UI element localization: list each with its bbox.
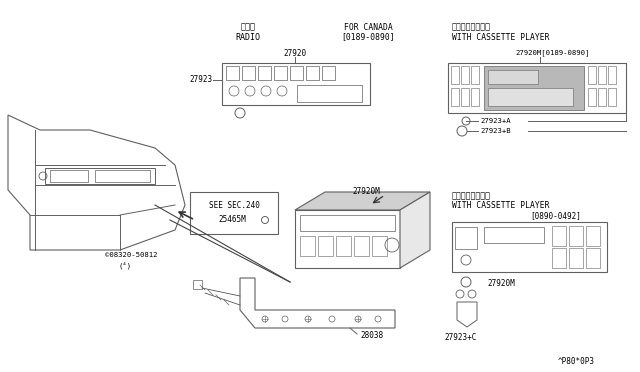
Bar <box>242 66 255 80</box>
Text: カセット付ラジオ: カセット付ラジオ <box>452 22 491 32</box>
Polygon shape <box>295 192 430 210</box>
Bar <box>336 236 351 256</box>
Text: FOR CANADA: FOR CANADA <box>344 22 392 32</box>
Bar <box>306 66 319 80</box>
Bar <box>588 66 596 84</box>
Bar <box>588 88 596 106</box>
Text: 27920M: 27920M <box>352 187 380 196</box>
Bar <box>95 170 150 182</box>
Bar <box>569 248 583 268</box>
Bar <box>598 66 606 84</box>
Polygon shape <box>400 192 430 268</box>
Bar <box>552 248 566 268</box>
Bar <box>569 226 583 246</box>
Bar <box>290 66 303 80</box>
Bar <box>451 88 459 106</box>
Bar <box>354 236 369 256</box>
Bar <box>451 66 459 84</box>
Text: 27920: 27920 <box>284 48 307 58</box>
Bar <box>586 248 600 268</box>
Text: 27923+A: 27923+A <box>480 118 511 124</box>
Bar <box>608 88 616 106</box>
Bar <box>297 85 362 102</box>
Bar <box>190 192 278 234</box>
Bar <box>484 66 584 110</box>
Bar <box>488 70 538 84</box>
Bar <box>552 226 566 246</box>
Text: [0189-0890]: [0189-0890] <box>341 32 395 42</box>
Bar <box>488 88 573 106</box>
Bar <box>372 236 387 256</box>
Bar <box>193 280 202 289</box>
Text: 27920M: 27920M <box>487 279 515 289</box>
Bar <box>258 66 271 80</box>
Bar <box>222 63 370 105</box>
Bar <box>322 66 335 80</box>
Text: [0890-0492]: [0890-0492] <box>530 212 581 221</box>
Bar <box>318 236 333 256</box>
Text: 27923: 27923 <box>190 76 213 84</box>
Bar <box>50 170 88 182</box>
Bar <box>471 88 479 106</box>
Bar <box>295 210 400 268</box>
Text: WITH CASSETTE PLAYER: WITH CASSETTE PLAYER <box>452 32 550 42</box>
Text: 25465M: 25465M <box>218 215 246 224</box>
Bar <box>448 63 626 113</box>
Text: ラジオ: ラジオ <box>241 22 255 32</box>
Bar <box>484 227 544 243</box>
Text: ^P80*0P3: ^P80*0P3 <box>558 357 595 366</box>
Bar <box>300 215 395 231</box>
Bar <box>608 66 616 84</box>
Text: (⁴): (⁴) <box>118 261 131 269</box>
Bar <box>586 226 600 246</box>
Bar <box>452 222 607 272</box>
Text: SEE SEC.240: SEE SEC.240 <box>209 202 259 211</box>
Bar <box>461 88 469 106</box>
Bar <box>226 66 239 80</box>
Text: RADIO: RADIO <box>236 32 260 42</box>
Text: 27923+C: 27923+C <box>444 333 476 341</box>
Bar <box>461 66 469 84</box>
Text: WITH CASSETTE PLAYER: WITH CASSETTE PLAYER <box>452 202 550 211</box>
Bar <box>45 168 155 184</box>
Bar <box>471 66 479 84</box>
Bar <box>598 88 606 106</box>
Bar <box>300 236 315 256</box>
Bar <box>455 227 477 249</box>
Bar <box>274 66 287 80</box>
Text: 27923+B: 27923+B <box>480 128 511 134</box>
Text: カセット付ラジオ: カセット付ラジオ <box>452 192 491 201</box>
Text: ©08320-50812: ©08320-50812 <box>105 252 157 258</box>
Text: 28038: 28038 <box>360 330 383 340</box>
Text: 27920M[0189-0890]: 27920M[0189-0890] <box>516 49 590 57</box>
